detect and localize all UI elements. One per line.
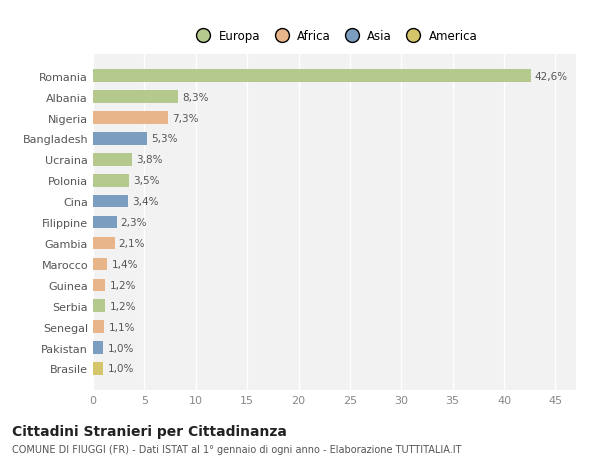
Text: 1,4%: 1,4% bbox=[112, 259, 138, 269]
Bar bbox=[93, 237, 115, 250]
Text: COMUNE DI FIUGGI (FR) - Dati ISTAT al 1° gennaio di ogni anno - Elaborazione TUT: COMUNE DI FIUGGI (FR) - Dati ISTAT al 1°… bbox=[12, 444, 461, 454]
Bar bbox=[93, 196, 128, 208]
Bar bbox=[93, 70, 531, 83]
Text: 1,0%: 1,0% bbox=[107, 343, 134, 353]
Text: 1,1%: 1,1% bbox=[109, 322, 135, 332]
Bar bbox=[93, 279, 106, 291]
Text: 5,3%: 5,3% bbox=[152, 134, 178, 144]
Text: 8,3%: 8,3% bbox=[182, 92, 209, 102]
Bar bbox=[93, 133, 148, 146]
Bar bbox=[93, 321, 104, 333]
Bar bbox=[93, 154, 132, 166]
Text: 7,3%: 7,3% bbox=[172, 113, 199, 123]
Text: 1,2%: 1,2% bbox=[109, 301, 136, 311]
Bar bbox=[93, 258, 107, 271]
Bar bbox=[93, 341, 103, 354]
Text: 2,3%: 2,3% bbox=[121, 218, 147, 228]
Bar bbox=[93, 112, 168, 124]
Text: 3,8%: 3,8% bbox=[136, 155, 163, 165]
Bar bbox=[93, 174, 129, 187]
Bar bbox=[93, 300, 106, 312]
Text: 42,6%: 42,6% bbox=[535, 72, 568, 82]
Text: 1,0%: 1,0% bbox=[107, 364, 134, 374]
Text: 2,1%: 2,1% bbox=[119, 239, 145, 248]
Bar bbox=[93, 216, 116, 229]
Legend: Europa, Africa, Asia, America: Europa, Africa, Asia, America bbox=[189, 28, 480, 45]
Bar bbox=[93, 363, 103, 375]
Text: 3,4%: 3,4% bbox=[132, 197, 158, 207]
Text: 1,2%: 1,2% bbox=[109, 280, 136, 290]
Text: Cittadini Stranieri per Cittadinanza: Cittadini Stranieri per Cittadinanza bbox=[12, 425, 287, 438]
Bar bbox=[93, 91, 178, 104]
Text: 3,5%: 3,5% bbox=[133, 176, 160, 186]
